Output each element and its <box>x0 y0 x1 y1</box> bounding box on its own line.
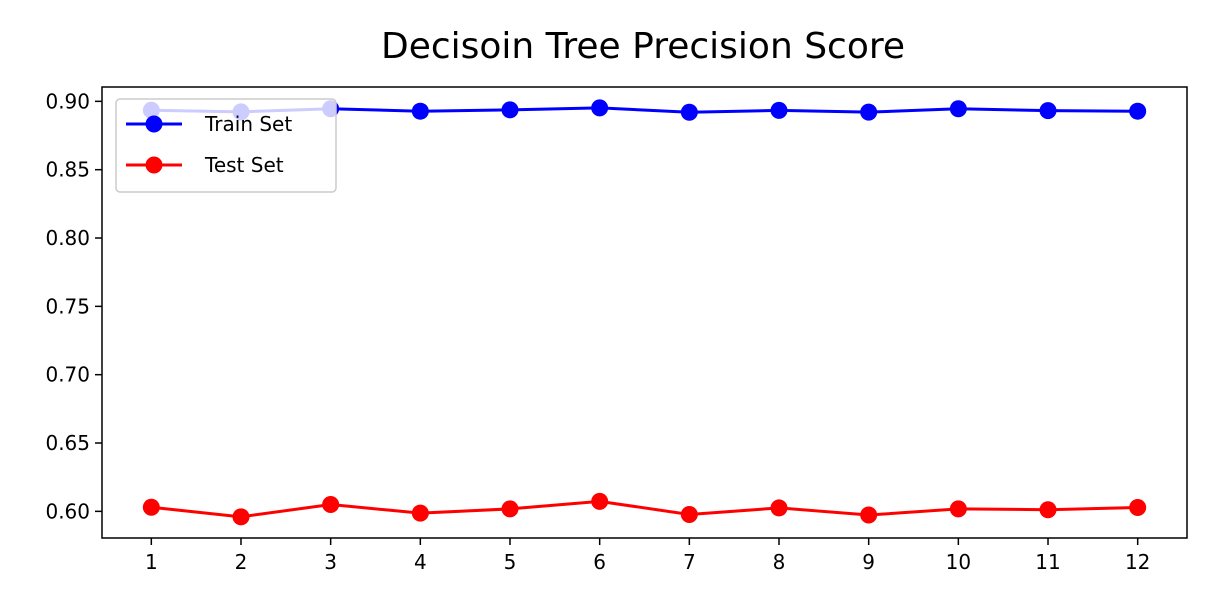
data-point <box>949 100 967 118</box>
data-point <box>680 103 698 121</box>
data-point <box>591 99 609 117</box>
data-point <box>949 500 967 518</box>
data-point <box>860 103 878 121</box>
chart-title: Decisoin Tree Precision Score <box>381 26 905 67</box>
series-test-set <box>142 492 1147 526</box>
y-tick-label: 0.75 <box>45 294 90 318</box>
data-point <box>411 102 429 120</box>
plot-area <box>101 86 1188 539</box>
x-tick-label: 2 <box>235 550 248 574</box>
legend-label: Train Set <box>204 112 292 136</box>
legend-label: Test Set <box>204 153 284 177</box>
legend-marker <box>145 115 163 133</box>
x-tick-label: 3 <box>324 550 337 574</box>
y-tick-label: 0.90 <box>45 89 90 113</box>
data-point <box>142 498 160 516</box>
y-tick-label: 0.60 <box>45 499 90 523</box>
x-tick-label: 6 <box>593 550 606 574</box>
data-point <box>501 500 519 518</box>
data-point <box>232 508 250 526</box>
x-axis: 1 2 3 4 5 6 7 8 9 10 11 12 <box>145 538 1150 574</box>
data-point <box>1129 499 1147 517</box>
y-axis: 0.60 0.65 0.70 0.75 0.80 0.85 0.90 <box>45 89 102 523</box>
x-tick-label: 8 <box>773 550 786 574</box>
data-point <box>860 506 878 524</box>
data-point <box>1129 102 1147 120</box>
x-tick-label: 1 <box>145 550 158 574</box>
y-tick-label: 0.65 <box>45 431 90 455</box>
data-point <box>1039 501 1057 519</box>
legend-entry: Train Set <box>126 112 292 136</box>
legend-entry: Test Set <box>126 153 284 177</box>
y-tick-label: 0.85 <box>45 158 90 182</box>
y-tick-label: 0.70 <box>45 363 90 387</box>
legend-box <box>115 98 337 193</box>
x-tick-label: 10 <box>946 550 971 574</box>
data-point <box>501 101 519 119</box>
data-point <box>770 101 788 119</box>
x-tick-label: 11 <box>1035 550 1060 574</box>
x-tick-label: 4 <box>414 550 427 574</box>
x-tick-label: 5 <box>504 550 517 574</box>
data-point <box>591 492 609 510</box>
x-tick-label: 12 <box>1125 550 1150 574</box>
data-point <box>322 496 340 514</box>
legend: Train Set Test Set <box>115 98 337 193</box>
x-tick-label: 9 <box>862 550 875 574</box>
data-point <box>411 504 429 522</box>
data-point <box>680 505 698 523</box>
legend-marker <box>145 156 163 174</box>
data-point <box>1039 102 1057 120</box>
x-tick-label: 7 <box>683 550 696 574</box>
y-tick-label: 0.80 <box>45 226 90 250</box>
data-point <box>770 499 788 517</box>
series-line <box>151 499 1138 519</box>
